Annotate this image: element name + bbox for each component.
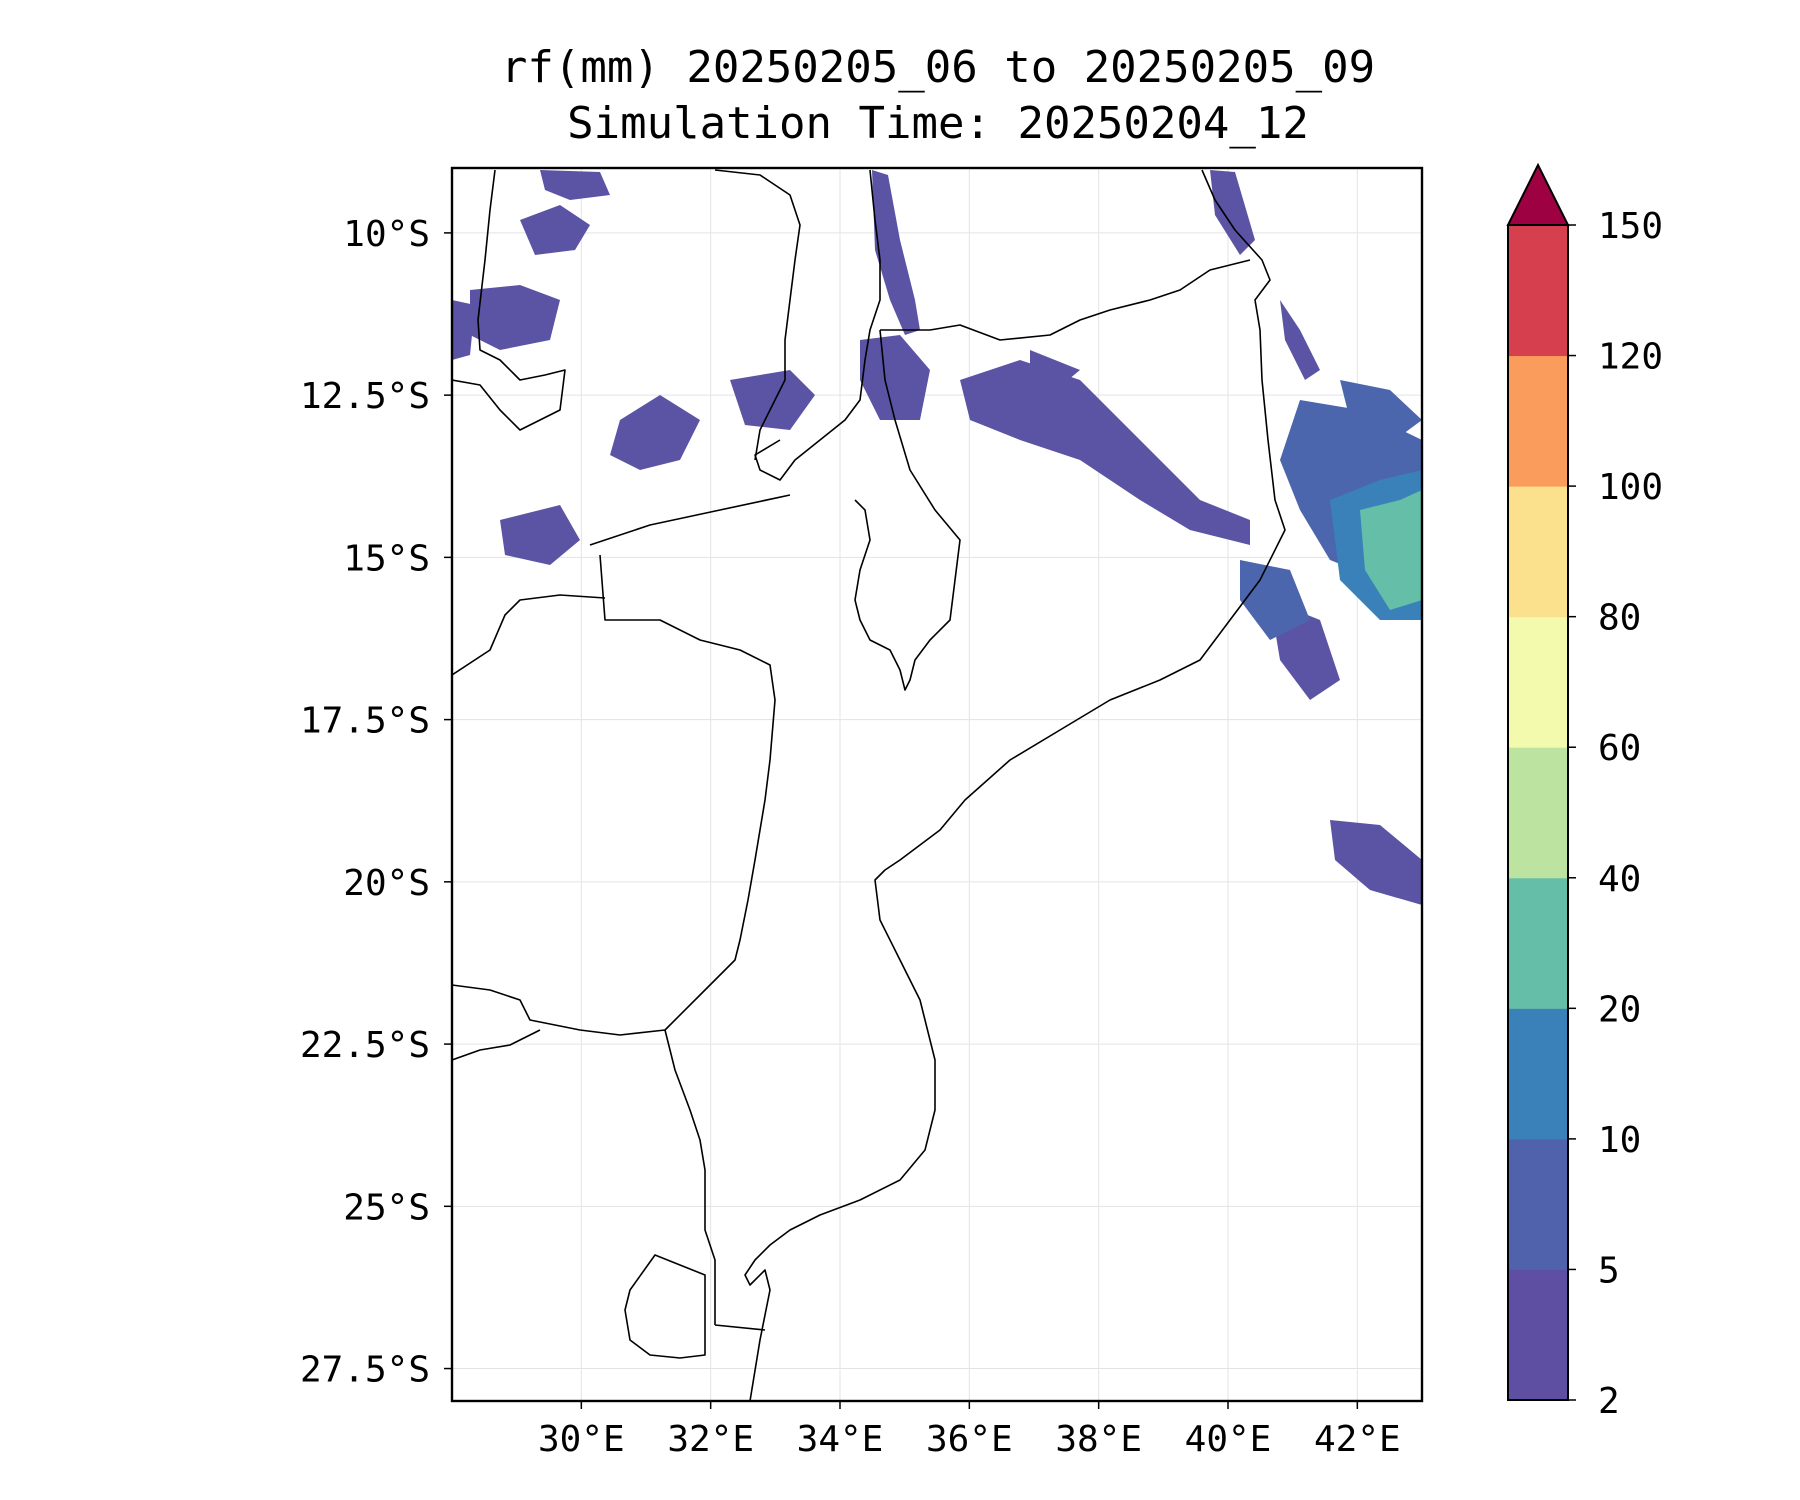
rain-patch-east-band-2 — [1240, 560, 1310, 640]
lat-tick-label: 17.5°S — [300, 701, 430, 742]
colorbar-tick-label: 120 — [1598, 337, 1663, 378]
colorbar-segment — [1508, 225, 1568, 357]
border-malawi-east — [854, 329, 961, 691]
lat-tick-label: 25°S — [343, 1187, 430, 1228]
rainfall-overlay — [452, 170, 1422, 905]
lon-tick-label: 34°E — [797, 1419, 884, 1460]
colorbar-tick-label: 100 — [1598, 467, 1663, 508]
lon-tick-label: 30°E — [538, 1419, 625, 1460]
map-gridlines — [452, 168, 1422, 1401]
colorbar-segment — [1508, 1008, 1568, 1140]
rain-patch-nw-edge — [452, 300, 475, 360]
lon-tick-label: 32°E — [667, 1419, 754, 1460]
colorbar-segment — [1508, 486, 1568, 618]
rain-patch-west-scatter — [500, 505, 580, 565]
colorbar-segment — [1508, 616, 1568, 748]
longitude-tick-labels: 30°E 32°E 34°E 36°E 38°E 40°E 42°E — [538, 1401, 1401, 1460]
map-title-line2: Simulation Time: 20250204_12 — [567, 98, 1309, 149]
colorbar-segment — [1508, 747, 1568, 879]
border-south-africa-west — [452, 1029, 541, 1061]
border-swaziland-coast — [714, 1324, 766, 1331]
rain-patch-nw-zambia — [470, 285, 560, 350]
rain-patch-west-band — [610, 395, 700, 470]
lat-tick-label: 12.5°S — [300, 376, 430, 417]
colorbar-segment — [1508, 1138, 1568, 1270]
colorbar-frame — [1507, 224, 1569, 1401]
lat-tick-label: 27.5°S — [300, 1350, 430, 1391]
lon-tick-label: 38°E — [1055, 1419, 1142, 1460]
border-botswana-south-africa — [452, 984, 666, 1036]
rain-patch-malawi-center — [730, 370, 815, 430]
rain-patch-core-east — [1360, 490, 1422, 610]
rain-patch-zambia-center — [520, 205, 590, 255]
colorbar-tick-label: 5 — [1598, 1250, 1620, 1291]
lon-tick-label: 36°E — [926, 1419, 1013, 1460]
border-drc-zambia — [452, 169, 566, 431]
colorbar-tick-label: 20 — [1598, 989, 1641, 1030]
lon-tick-label: 40°E — [1185, 1419, 1272, 1460]
rain-patch-lake-malawi-north — [872, 170, 920, 335]
map-frame — [450, 166, 1424, 1403]
latitude-tick-labels: 10°S 12.5°S 15°S 17.5°S 20°S 22.5°S 25°S 27.5°S — [300, 214, 452, 1391]
rain-patch-east-coast-north — [1210, 170, 1255, 255]
rain-patch-southeast — [1330, 820, 1422, 905]
coastline-mozambique — [744, 169, 1286, 1401]
rain-patch-mozambique-north — [960, 360, 1250, 545]
rain-patch-north-channel — [1280, 300, 1320, 380]
colorbar-segment — [1508, 1269, 1568, 1401]
border-malawi-west — [754, 169, 881, 481]
rain-patch-lake-band — [860, 335, 930, 420]
border-zambia-tanzania — [714, 169, 801, 461]
lat-tick-label: 10°S — [343, 214, 430, 255]
lat-tick-label: 20°S — [343, 863, 430, 904]
colorbar-tick-label: 60 — [1598, 728, 1641, 769]
lon-tick-label: 42°E — [1314, 1419, 1401, 1460]
rain-patch-north-top — [540, 170, 610, 200]
colorbar-tick-label: 150 — [1598, 206, 1663, 247]
map-title-line1: rf(mm) 20250205_06 to 20250205_09 — [501, 42, 1375, 93]
colorbar-tick-label: 40 — [1598, 859, 1641, 900]
colorbar: 2 5 10 20 40 60 80 100 120 150 — [1506, 162, 1663, 1422]
rain-patch-upper-right — [1340, 380, 1422, 440]
colorbar-tick-label: 80 — [1598, 598, 1641, 639]
border-zimbabwe-mozambique — [599, 554, 776, 1031]
border-zimbabwe-south — [452, 594, 606, 676]
border-south-africa-mozambique — [664, 1029, 716, 1325]
colorbar-segment — [1508, 877, 1568, 1009]
rain-patch-tanzania-south — [1030, 350, 1080, 395]
border-tanzania-mozambique — [880, 259, 1251, 341]
lat-tick-label: 15°S — [343, 538, 430, 579]
country-borders — [452, 169, 1286, 1401]
colorbar-extend-arrow — [1506, 162, 1570, 226]
colorbar-segment — [1508, 355, 1568, 487]
border-zambia-mozambique — [589, 494, 791, 546]
lat-tick-label: 22.5°S — [300, 1025, 430, 1066]
border-eswatini — [624, 1254, 706, 1359]
colorbar-tick-label: 10 — [1598, 1120, 1641, 1161]
colorbar-tick-label: 2 — [1598, 1381, 1620, 1422]
